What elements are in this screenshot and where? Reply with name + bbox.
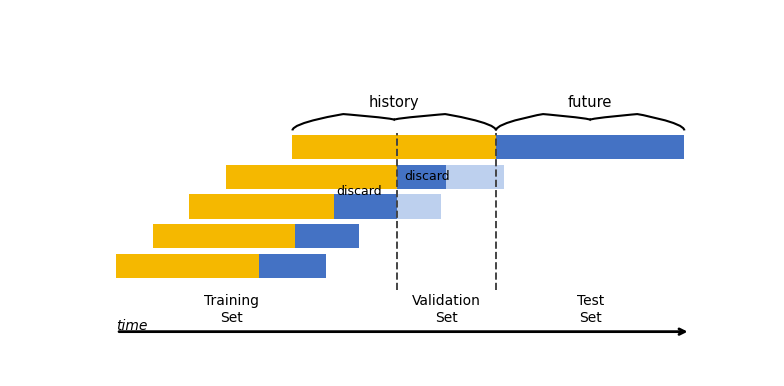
Bar [116,254,259,278]
Bar [334,194,397,219]
Bar [226,164,397,189]
Bar [153,224,296,249]
Bar [397,194,441,219]
Bar [189,194,397,219]
Text: Validation
Set: Validation Set [412,295,481,325]
Text: history: history [369,95,419,110]
Text: discard: discard [404,170,449,183]
Bar [292,135,496,159]
Bar [496,135,684,159]
Bar [445,164,504,189]
Bar [226,164,456,189]
Bar [296,224,359,249]
Text: future: future [568,95,612,110]
Text: time: time [116,319,147,333]
Bar [397,164,445,189]
Text: Test
Set: Test Set [576,295,604,325]
Bar [259,254,326,278]
Bar [189,194,334,219]
Text: Training
Set: Training Set [204,295,260,325]
Text: discard: discard [336,185,382,198]
